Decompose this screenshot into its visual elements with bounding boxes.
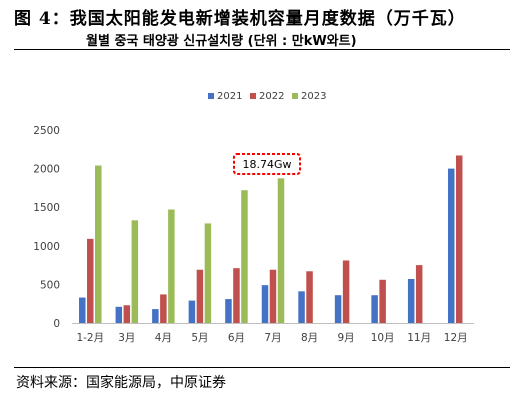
bar-2021-10月 <box>371 295 378 323</box>
bar-2021-3月 <box>115 306 123 323</box>
x-tick-label: 8月 <box>301 332 318 344</box>
bar-2022-11月 <box>415 265 423 323</box>
bar-2021-5月 <box>188 300 196 323</box>
y-tick-label: 1500 <box>33 202 60 214</box>
legend-swatch-2021 <box>208 93 214 99</box>
bar-2022-1-2月 <box>87 238 94 323</box>
bar-2021-9月 <box>334 295 342 323</box>
source-rule <box>14 367 510 368</box>
bar-2022-10月 <box>379 279 386 323</box>
bar-2021-4月 <box>152 309 159 323</box>
legend-label-2022: 2022 <box>259 91 284 102</box>
y-tick-label: 2500 <box>33 125 60 137</box>
x-tick-label: 7月 <box>264 332 281 344</box>
x-tick-label: 12月 <box>444 332 468 344</box>
y-tick-label: 0 <box>53 318 60 330</box>
x-tick-label: 3月 <box>118 332 135 344</box>
bar-2023-3月 <box>131 220 139 323</box>
x-tick-label: 5月 <box>191 332 208 344</box>
bar-2021-11月 <box>407 278 415 323</box>
y-tick-label: 1000 <box>33 241 60 253</box>
legend-swatch-2022 <box>250 93 256 99</box>
bar-2021-6月 <box>225 299 232 323</box>
bar-2022-3月 <box>123 305 131 323</box>
bar-2022-8月 <box>306 271 313 323</box>
bar-2022-4月 <box>160 294 167 323</box>
x-tick-label: 11月 <box>407 332 431 344</box>
y-tick-label: 500 <box>40 279 60 291</box>
bar-2023-6月 <box>241 190 248 323</box>
bar-2022-12月 <box>455 155 463 323</box>
bar-2022-6月 <box>233 268 240 323</box>
bar-2022-7月 <box>269 269 277 323</box>
figure-title: 图 4：我国太阳能发电新增装机容量月度数据（万千瓦） <box>14 9 466 29</box>
bar-2023-7月 <box>277 178 285 323</box>
figure-subtitle: 월별 중국 태양광 신규설치량 (단위 : 만kW와트) <box>86 34 357 49</box>
annotation-box <box>233 153 301 175</box>
bar-chart: 2021 2022 2023 0 500 1000 1500 2000 2500 1-2月 3月 4月… <box>33 91 474 344</box>
x-tick-label: 10月 <box>371 332 395 344</box>
source-note: 资料来源：国家能源局，中原证券 <box>16 375 226 391</box>
title-rule <box>14 49 510 50</box>
y-tick-label: 2000 <box>33 164 60 176</box>
x-tick-label: 1-2月 <box>76 332 104 344</box>
x-tick-label: 6月 <box>228 332 245 344</box>
bar-2021-7月 <box>261 285 269 323</box>
bar-2022-5月 <box>196 269 204 323</box>
bar-2021-12月 <box>447 168 455 323</box>
annotation-label: 18.74Gw <box>242 158 291 171</box>
legend-label-2021: 2021 <box>217 91 242 102</box>
x-tick-label: 9月 <box>337 332 354 344</box>
bar-2023-4月 <box>168 209 175 323</box>
legend-swatch-2023 <box>292 93 298 99</box>
bar-2022-9月 <box>342 260 350 323</box>
bar-2021-8月 <box>298 291 305 323</box>
x-tick-label: 4月 <box>155 332 172 344</box>
bar-2023-5月 <box>204 223 212 323</box>
bar-2023-1-2月 <box>95 165 102 323</box>
bar-2021-1-2月 <box>79 297 86 323</box>
legend-label-2023: 2023 <box>301 91 326 102</box>
